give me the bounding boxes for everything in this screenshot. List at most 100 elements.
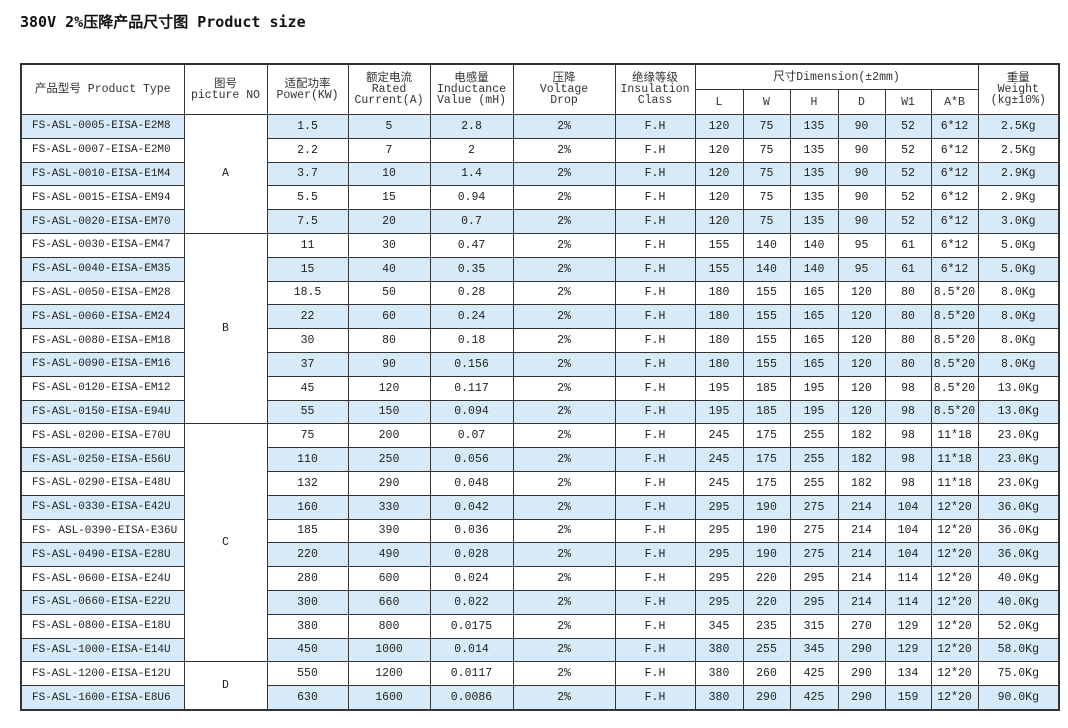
cell-voltage-drop: 2% — [512, 137, 616, 163]
table-row: FS-ASL-0600-EISA-E24U 280 600 0.024 2% F.H 295… — [20, 566, 1060, 591]
cell-dim-h: 295 — [789, 589, 839, 615]
cell-weight: 2.9Kg — [977, 185, 1060, 211]
table-row: FS-ASL-1600-EISA-E8U6 630 1600 0.0086 2% F.H 3… — [20, 685, 1060, 711]
cell-dim-axb: 6*12 — [930, 137, 979, 163]
cell-dim-d: 120 — [837, 280, 886, 306]
table-row: FS-ASL-0120-EISA-EM12 45 120 0.117 2% F.H 195 1… — [20, 375, 1060, 401]
cell-product-type: FS-ASL-1200-EISA-E12U — [20, 661, 185, 687]
cell-voltage-drop: 2% — [512, 566, 616, 591]
cell-dim-w: 220 — [742, 566, 791, 591]
cell-inductance: 0.048 — [429, 470, 514, 496]
cell-dim-h: 140 — [789, 256, 839, 282]
cell-dim-w1: 104 — [884, 494, 932, 520]
cell-product-type: FS-ASL-0330-EISA-E42U — [20, 494, 185, 520]
cell-dim-h: 135 — [789, 185, 839, 211]
cell-voltage-drop: 2% — [512, 232, 616, 258]
cell-insulation: F.H — [614, 351, 696, 377]
header-inductance: 电感量 Inductance Value (mH) — [429, 63, 514, 115]
cell-product-type: FS- ASL-0390-EISA-E36U — [20, 518, 185, 544]
cell-current: 15 — [347, 185, 431, 211]
cell-dim-l: 155 — [694, 256, 744, 282]
cell-dim-w: 175 — [742, 470, 791, 496]
cell-product-type: FS-ASL-0010-EISA-E1M4 — [20, 161, 185, 187]
cell-power: 11 — [266, 232, 349, 258]
cell-dim-w1: 129 — [884, 613, 932, 639]
cell-weight: 5.0Kg — [977, 232, 1060, 258]
cell-product-type: FS-ASL-0005-EISA-E2M8 — [20, 114, 185, 139]
cell-current: 1600 — [347, 685, 431, 711]
cell-current: 20 — [347, 209, 431, 234]
cell-product-type: FS-ASL-0007-EISA-E2M0 — [20, 137, 185, 163]
cell-dim-w1: 129 — [884, 637, 932, 663]
cell-dim-d: 95 — [837, 256, 886, 282]
cell-dim-w: 140 — [742, 232, 791, 258]
cell-inductance: 0.024 — [429, 566, 514, 591]
cell-dim-l: 120 — [694, 114, 744, 139]
cell-product-type: FS-ASL-1600-EISA-E8U6 — [20, 685, 185, 711]
cell-dim-h: 135 — [789, 209, 839, 234]
cell-power: 5.5 — [266, 185, 349, 211]
cell-power: 132 — [266, 470, 349, 496]
cell-weight: 8.0Kg — [977, 351, 1060, 377]
cell-current: 390 — [347, 518, 431, 544]
cell-power: 185 — [266, 518, 349, 544]
cell-current: 7 — [347, 137, 431, 163]
cell-inductance: 2.8 — [429, 114, 514, 139]
cell-insulation: F.H — [614, 137, 696, 163]
cell-power: 7.5 — [266, 209, 349, 234]
cell-insulation: F.H — [614, 518, 696, 544]
cell-product-type: FS-ASL-0050-EISA-EM28 — [20, 280, 185, 306]
cell-current: 200 — [347, 423, 431, 449]
cell-dim-axb: 11*18 — [930, 447, 979, 472]
cell-dim-h: 140 — [789, 232, 839, 258]
cell-dim-w1: 80 — [884, 328, 932, 353]
cell-dim-w: 185 — [742, 399, 791, 425]
cell-weight: 2.5Kg — [977, 114, 1060, 139]
cell-dim-d: 120 — [837, 375, 886, 401]
cell-product-type: FS-ASL-1000-EISA-E14U — [20, 637, 185, 663]
cell-dim-d: 90 — [837, 137, 886, 163]
cell-current: 50 — [347, 280, 431, 306]
cell-dim-l: 295 — [694, 566, 744, 591]
cell-weight: 52.0Kg — [977, 613, 1060, 639]
cell-voltage-drop: 2% — [512, 518, 616, 544]
cell-weight: 40.0Kg — [977, 566, 1060, 591]
cell-power: 55 — [266, 399, 349, 425]
table-row: FS-ASL-0090-EISA-EM16 37 90 0.156 2% F.H 180 15… — [20, 351, 1060, 377]
cell-current: 80 — [347, 328, 431, 353]
cell-insulation: F.H — [614, 256, 696, 282]
cell-dim-w1: 52 — [884, 161, 932, 187]
cell-current: 40 — [347, 256, 431, 282]
cell-power: 550 — [266, 661, 349, 687]
cell-dim-h: 255 — [789, 470, 839, 496]
cell-dim-w: 75 — [742, 137, 791, 163]
cell-voltage-drop: 2% — [512, 256, 616, 282]
cell-insulation: F.H — [614, 542, 696, 568]
cell-inductance: 0.28 — [429, 280, 514, 306]
cell-dim-h: 275 — [789, 518, 839, 544]
cell-voltage-drop: 2% — [512, 542, 616, 568]
cell-dim-d: 120 — [837, 351, 886, 377]
cell-dim-h: 275 — [789, 494, 839, 520]
cell-product-type: FS-ASL-0080-EISA-EM18 — [20, 328, 185, 353]
cell-product-type: FS-ASL-0015-EISA-EM94 — [20, 185, 185, 211]
cell-voltage-drop: 2% — [512, 494, 616, 520]
cell-inductance: 0.022 — [429, 589, 514, 615]
cell-dim-axb: 8.5*20 — [930, 351, 979, 377]
cell-weight: 23.0Kg — [977, 423, 1060, 449]
cell-dim-d: 290 — [837, 661, 886, 687]
cell-dim-axb: 11*18 — [930, 423, 979, 449]
cell-dim-h: 195 — [789, 399, 839, 425]
table-row: FS-ASL-0250-EISA-E56U 110 250 0.056 2% F.H 245… — [20, 447, 1060, 472]
cell-dim-d: 214 — [837, 566, 886, 591]
cell-dim-l: 120 — [694, 137, 744, 163]
cell-product-type: FS-ASL-0490-EISA-E28U — [20, 542, 185, 568]
table-row: FS-ASL-1200-EISA-E12U D 550 1200 0.0117 2% F.H… — [20, 661, 1060, 711]
cell-dim-axb: 12*20 — [930, 494, 979, 520]
cell-dim-l: 245 — [694, 470, 744, 496]
cell-insulation: F.H — [614, 280, 696, 306]
cell-dim-d: 120 — [837, 304, 886, 330]
cell-power: 30 — [266, 328, 349, 353]
cell-dim-d: 182 — [837, 423, 886, 449]
table-row: FS-ASL-0010-EISA-E1M4 3.7 10 1.4 2% F.H 120 75 1… — [20, 161, 1060, 187]
